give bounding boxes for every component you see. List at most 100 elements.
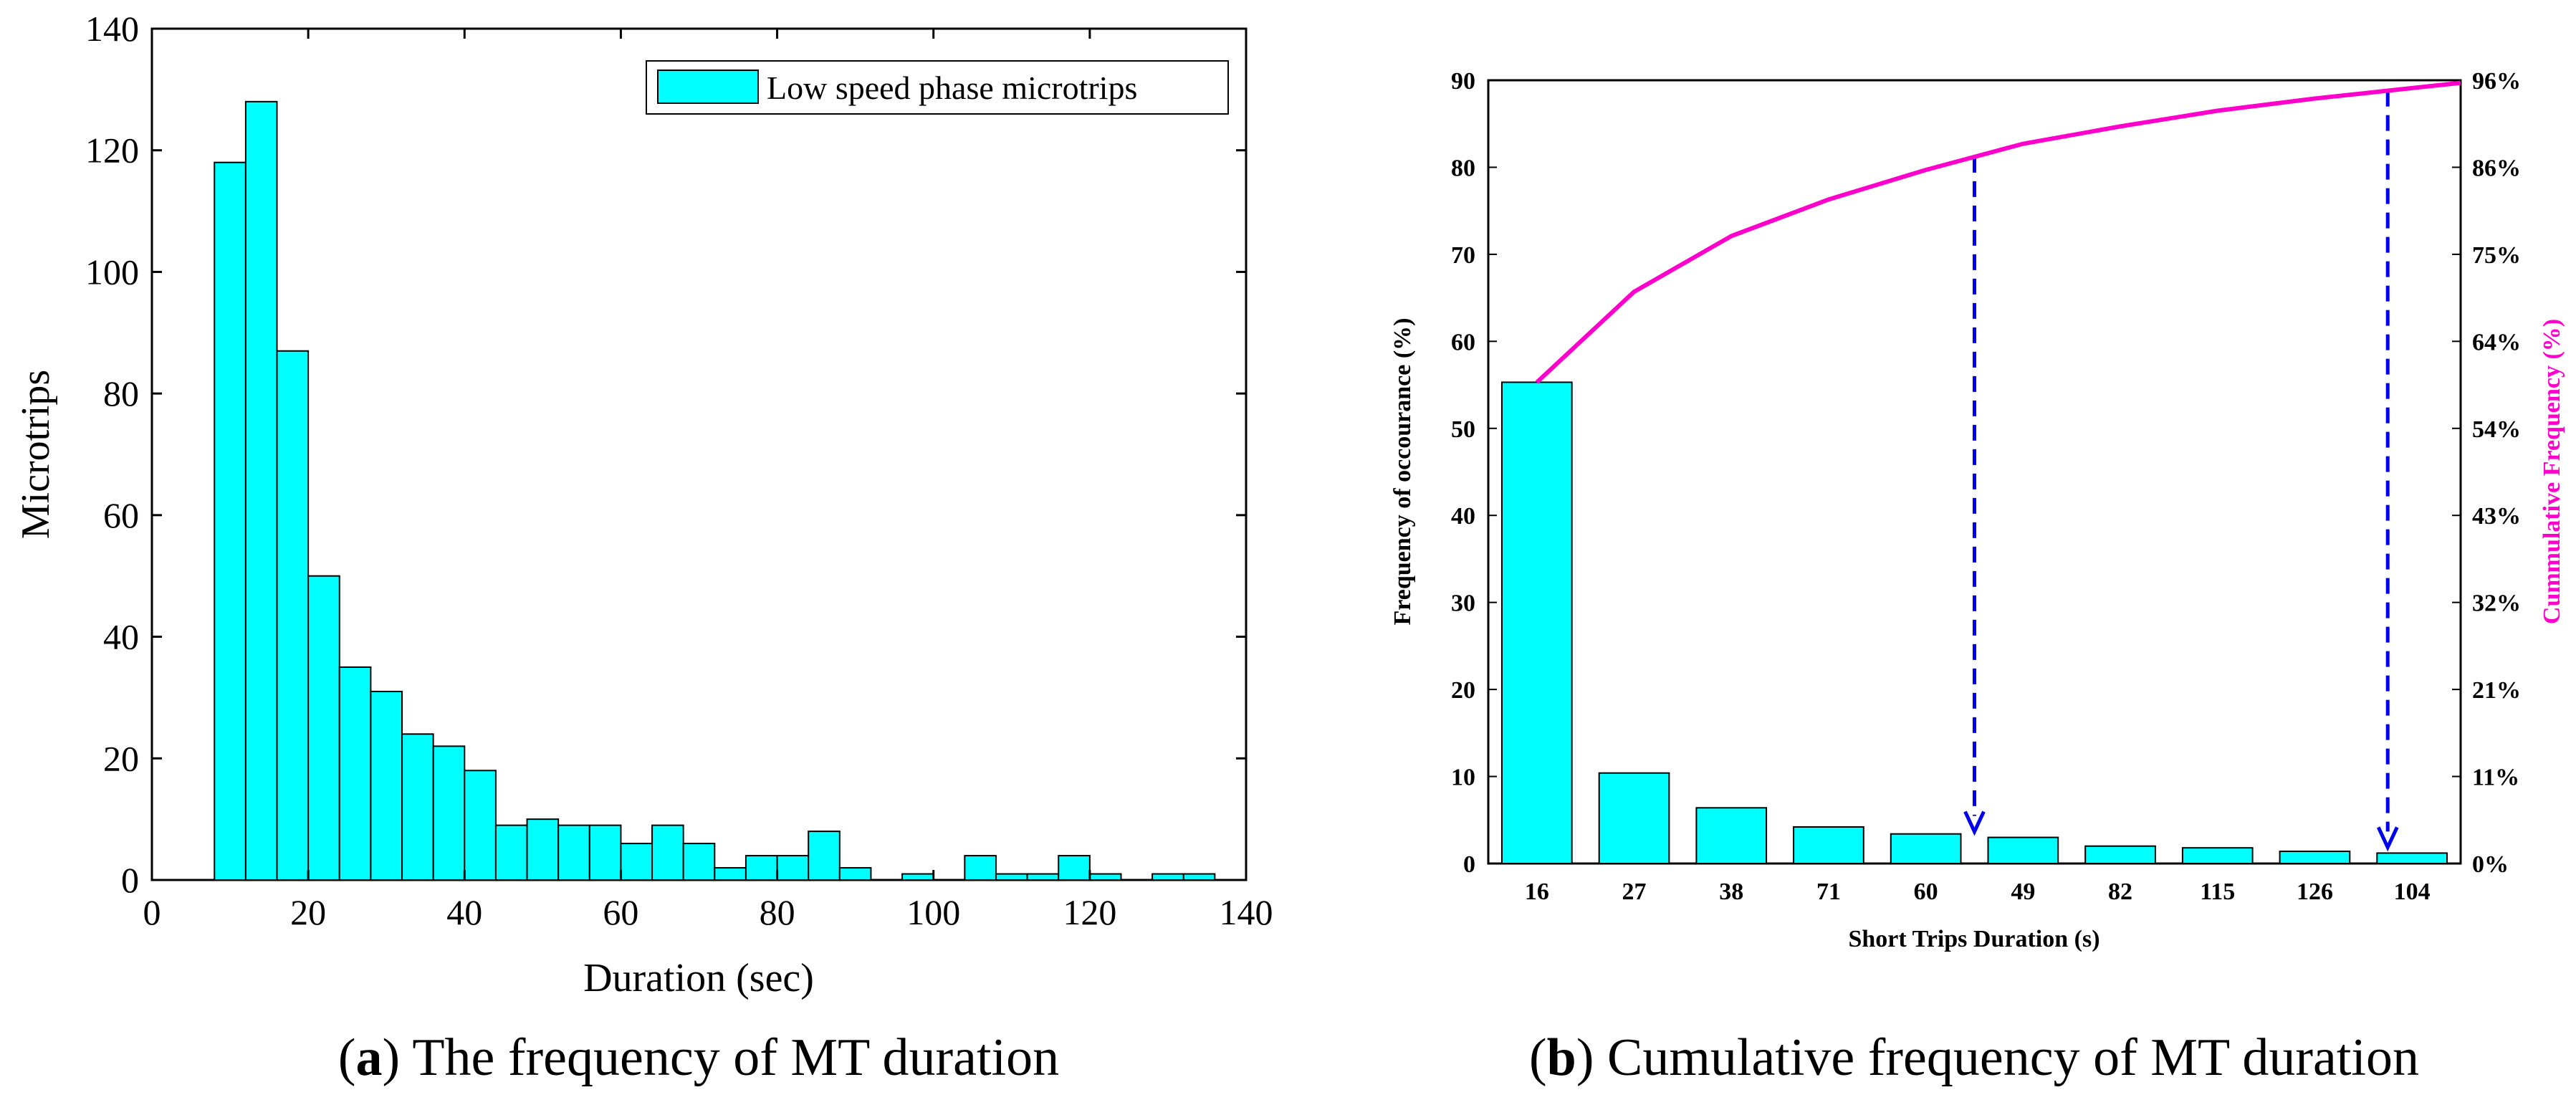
y-tick-label: 50 [1451,416,1475,443]
y2-tick-label: 96% [2472,68,2521,95]
x-tick-label: 71 [1816,879,1841,905]
y-tick-label: 70 [1451,242,1475,269]
caption-b-text: Cumulative frequency of MT duration [1607,1028,2419,1087]
y-tick-label: 30 [1451,590,1475,617]
x-tick-label: 120 [1063,892,1116,932]
chart-a-x-axis-label: Duration (sec) [583,956,814,1000]
histogram-bar [307,575,340,881]
x-tick-label: 38 [1719,879,1743,905]
caption-b: (b) Cumulative frequency of MT duration [1529,1028,2419,1087]
caption-a-text: The frequency of MT duration [412,1028,1059,1087]
y2-tick-label: 32% [2472,590,2521,617]
histogram-bar [901,873,934,881]
pareto-bar [1598,772,1670,864]
y2-tick-label: 43% [2472,503,2521,530]
x-tick-label: 27 [1622,879,1647,905]
histogram-bar [651,824,684,881]
arrow-head [1963,810,1986,836]
chart-b-arrows [1963,90,2399,852]
histogram-bar [744,855,778,881]
chart-b-bars [1500,381,2448,865]
histogram-bar [776,855,810,881]
x-tick-label: 115 [2200,879,2235,905]
pareto-bar [1890,833,1962,864]
histogram-bar [370,690,403,881]
histogram-bar [432,745,466,881]
pareto-bar [2279,850,2351,865]
y-tick-label: 80 [103,373,139,413]
chart-b-y-axis-label: Frequency of occourance (%) [1389,318,1416,626]
histogram-bar [1026,873,1060,881]
histogram-bar [244,100,278,881]
arrow-head [2376,826,2399,852]
histogram-bar [494,824,528,881]
x-tick-label: 104 [2394,879,2431,905]
y-tick-label: 10 [1451,765,1475,791]
chart-a-y-axis-label: Microtrips [14,370,58,539]
histogram-bar [964,855,997,881]
chart-b-ticks: 16 27 38 71 60 49 82 115 126 104 0 0% 10 11% 20 21% 30 32… [1451,68,2521,905]
y-tick-label: 140 [85,9,139,49]
chart-a-legend: Low speed phase microtrips [646,60,1229,115]
y2-tick-label: 86% [2472,155,2521,181]
x-tick-label: 126 [2297,879,2333,905]
chart-b: 16 27 38 71 60 49 82 115 126 104 0 0% 10 11% 20 21% 30 32… [1389,68,2565,1087]
histogram-bar [1088,873,1122,881]
y2-tick-label: 11% [2472,765,2519,791]
histogram-bar [214,161,246,881]
chart-a-bars [214,100,1216,881]
pareto-bar [2376,852,2448,864]
histogram-bar [808,831,841,881]
x-tick-label: 80 [760,892,795,932]
histogram-bar [464,770,497,881]
y-tick-label: 90 [1451,68,1475,95]
pareto-bar [1987,836,2059,864]
chart-a-ticks: 0 20 40 60 80 100 120 140 0 20 40 60 80 100 120 140 [85,9,1273,932]
histogram-bar [526,818,560,881]
histogram-bar [1058,855,1091,881]
histogram-bar [401,733,434,881]
histogram-bar [276,350,310,881]
legend-swatch [657,70,759,104]
x-tick-label: 20 [290,892,326,932]
histogram-bar [588,824,622,881]
x-tick-label: 0 [143,892,161,932]
x-tick-label: 16 [1525,879,1549,905]
chart-b-y2-axis-label: Cummulative Frequency (%) [2539,319,2565,624]
pareto-bar [1695,807,1768,864]
cumulative-frequency-line [1535,80,2461,384]
pareto-bar [2084,845,2156,864]
y2-tick-label: 21% [2472,677,2521,704]
histogram-bar [682,843,716,881]
y-tick-label: 40 [1451,503,1475,530]
histogram-bar [338,666,372,881]
histogram-bar [838,867,872,881]
x-tick-label: 60 [1914,879,1938,905]
y-tick-label: 40 [103,617,139,657]
legend-label: Low speed phase microtrips [767,70,1137,106]
y-tick-label: 60 [103,495,139,535]
y-tick-label: 80 [1451,155,1475,181]
chart-b-x-axis-label: Short Trips Duration (s) [1848,926,2099,952]
y2-tick-label: 54% [2472,416,2521,443]
caption-a: (a) The frequency of MT duration [338,1028,1059,1087]
y-tick-label: 60 [1451,329,1475,355]
caption-b-letter: b [1547,1028,1576,1087]
x-tick-label: 40 [446,892,482,932]
x-tick-label: 60 [603,892,638,932]
histogram-bar [714,867,747,881]
y-tick-label: 100 [85,252,139,292]
caption-a-letter: a [356,1028,383,1087]
y-tick-label: 0 [1463,851,1475,878]
pareto-bar [2181,847,2254,865]
histogram-bar [1182,873,1216,881]
pareto-bar [1500,381,1573,864]
y-tick-label: 120 [85,130,139,171]
x-tick-label: 49 [2011,879,2035,905]
y-tick-label: 20 [103,738,139,778]
y2-tick-label: 75% [2472,242,2521,269]
histogram-bar [620,843,653,881]
y2-tick-label: 64% [2472,329,2521,355]
pareto-bar [1793,826,1864,864]
